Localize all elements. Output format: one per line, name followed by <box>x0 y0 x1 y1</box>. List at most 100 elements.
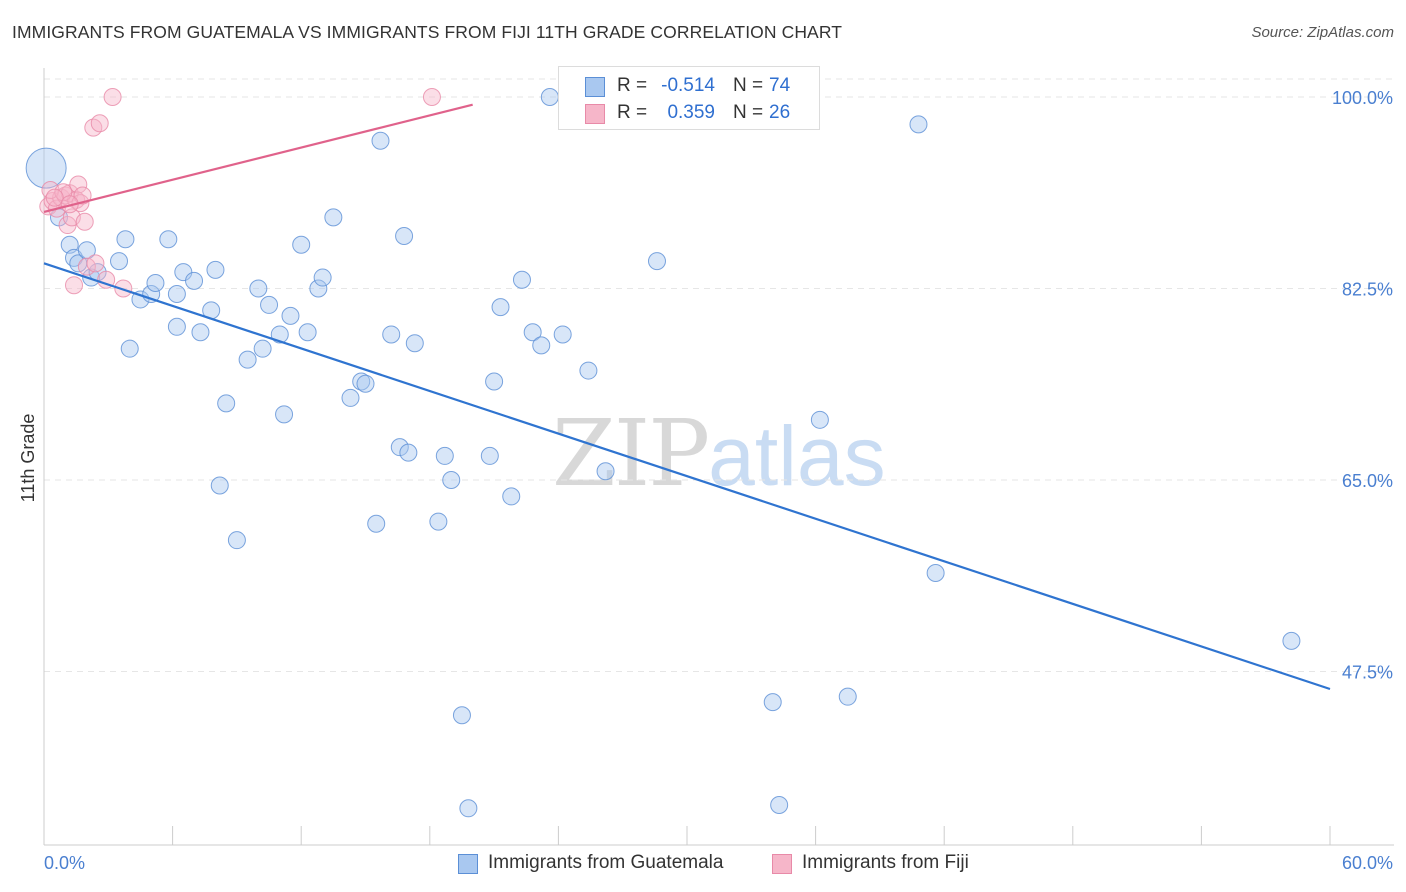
guatemala-point <box>523 323 542 342</box>
stats-r-label: R = <box>617 102 648 123</box>
tick-layer: 100.0% 82.5% 65.0% 47.5% 0.0% 60.0% <box>44 88 1393 873</box>
guatemala-point <box>502 487 521 506</box>
guatemala-point <box>159 230 178 249</box>
guatemala-point <box>435 446 454 465</box>
guatemala-point <box>926 564 945 583</box>
y-tick-label: 65.0% <box>1342 471 1393 491</box>
guatemala-point <box>838 687 857 706</box>
stats-n-value: 26 <box>769 102 791 123</box>
legend-swatch-guatemala <box>458 854 478 874</box>
trend-layer <box>43 103 1331 691</box>
fiji-trend-line <box>43 103 473 213</box>
axis-layer <box>43 68 1394 846</box>
stats-row-guatemala: R = -0.514 N = 74 <box>559 73 819 101</box>
stats-swatch-fiji <box>585 104 605 124</box>
guatemala-point <box>405 334 424 353</box>
guatemala-point <box>356 374 375 393</box>
legend-label-guatemala: Immigrants from Guatemala <box>488 852 724 873</box>
guatemala-point <box>382 325 401 344</box>
guatemala-point <box>77 241 96 260</box>
stats-r-value: 0.359 <box>667 102 715 123</box>
guatemala-point <box>1282 631 1301 650</box>
guatemala-point <box>217 394 236 413</box>
guatemala-point <box>146 274 165 293</box>
guatemala-point <box>298 323 317 342</box>
stats-n-value: 74 <box>769 75 791 96</box>
guatemala-point <box>429 512 448 531</box>
guatemala-point <box>210 476 229 495</box>
guatemala-point <box>110 252 129 271</box>
point-layer <box>25 88 1301 818</box>
grid-layer <box>44 78 1394 672</box>
y-axis-label: 11th Grade <box>18 414 38 503</box>
guatemala-point <box>167 317 186 336</box>
guatemala-point <box>185 271 204 290</box>
guatemala-point <box>341 388 360 407</box>
stats-n-label: N = <box>733 102 764 123</box>
fiji-point <box>65 276 84 295</box>
guatemala-point <box>647 252 666 271</box>
guatemala-point <box>459 799 478 818</box>
fiji-point <box>86 254 105 273</box>
fiji-point <box>90 114 109 133</box>
chart-source: Source: ZipAtlas.com <box>1251 24 1394 41</box>
fiji-point <box>73 186 92 205</box>
guatemala-point <box>452 706 471 725</box>
fiji-point <box>69 175 88 194</box>
guatemala-point <box>191 323 210 342</box>
guatemala-point <box>532 336 551 355</box>
guatemala-point <box>579 361 598 380</box>
y-tick-label: 47.5% <box>1342 663 1393 683</box>
guatemala-point <box>553 325 572 344</box>
chart-title: IMMIGRANTS FROM GUATEMALA VS IMMIGRANTS … <box>12 22 843 42</box>
guatemala-point <box>485 372 504 391</box>
guatemala-point <box>227 531 246 550</box>
watermark-atlas: atlas <box>708 409 886 503</box>
guatemala-point <box>275 405 294 424</box>
guatemala-point <box>174 263 193 282</box>
guatemala-point <box>131 290 150 309</box>
guatemala-point <box>371 131 390 150</box>
guatemala-point <box>596 462 615 481</box>
legend-label-fiji: Immigrants from Fiji <box>802 852 969 873</box>
guatemala-point <box>512 270 531 289</box>
guatemala-point <box>810 410 829 429</box>
guatemala-point <box>309 279 328 298</box>
guatemala-point <box>25 147 67 189</box>
guatemala-point <box>763 693 782 712</box>
stats-r-label: R = <box>617 75 648 96</box>
fiji-point <box>45 188 64 207</box>
stats-row-fiji: R = 0.359 N = 26 <box>559 100 819 128</box>
guatemala-point <box>540 88 559 106</box>
x-tick-label: 60.0% <box>1342 853 1393 873</box>
guatemala-point <box>770 796 789 815</box>
fiji-point <box>422 88 441 106</box>
guatemala-point <box>270 325 289 344</box>
guatemala-point <box>260 295 279 314</box>
guatemala-point <box>491 298 510 317</box>
guatemala-point <box>367 514 386 533</box>
guatemala-point <box>480 446 499 465</box>
guatemala-point <box>249 279 268 298</box>
guatemala-point <box>281 306 300 325</box>
guatemala-trend-line <box>43 262 1331 691</box>
guatemala-point <box>238 350 257 369</box>
guatemala-point <box>313 268 332 287</box>
watermark: ZIPatlas <box>552 400 886 507</box>
legend-swatch-fiji <box>772 854 792 874</box>
guatemala-point <box>909 115 928 134</box>
fiji-point <box>103 88 122 106</box>
guatemala-point <box>399 443 418 462</box>
y-tick-label: 100.0% <box>1332 88 1393 108</box>
guatemala-point <box>116 230 135 249</box>
guatemala-point <box>253 339 272 358</box>
guatemala-point <box>292 235 311 254</box>
guatemala-point <box>395 226 414 245</box>
stats-n-label: N = <box>733 75 764 96</box>
y-tick-label: 82.5% <box>1342 280 1393 300</box>
guatemala-point <box>324 208 343 227</box>
guatemala-point <box>120 339 139 358</box>
fiji-point <box>97 270 116 289</box>
watermark-zip: ZIP <box>552 400 710 507</box>
